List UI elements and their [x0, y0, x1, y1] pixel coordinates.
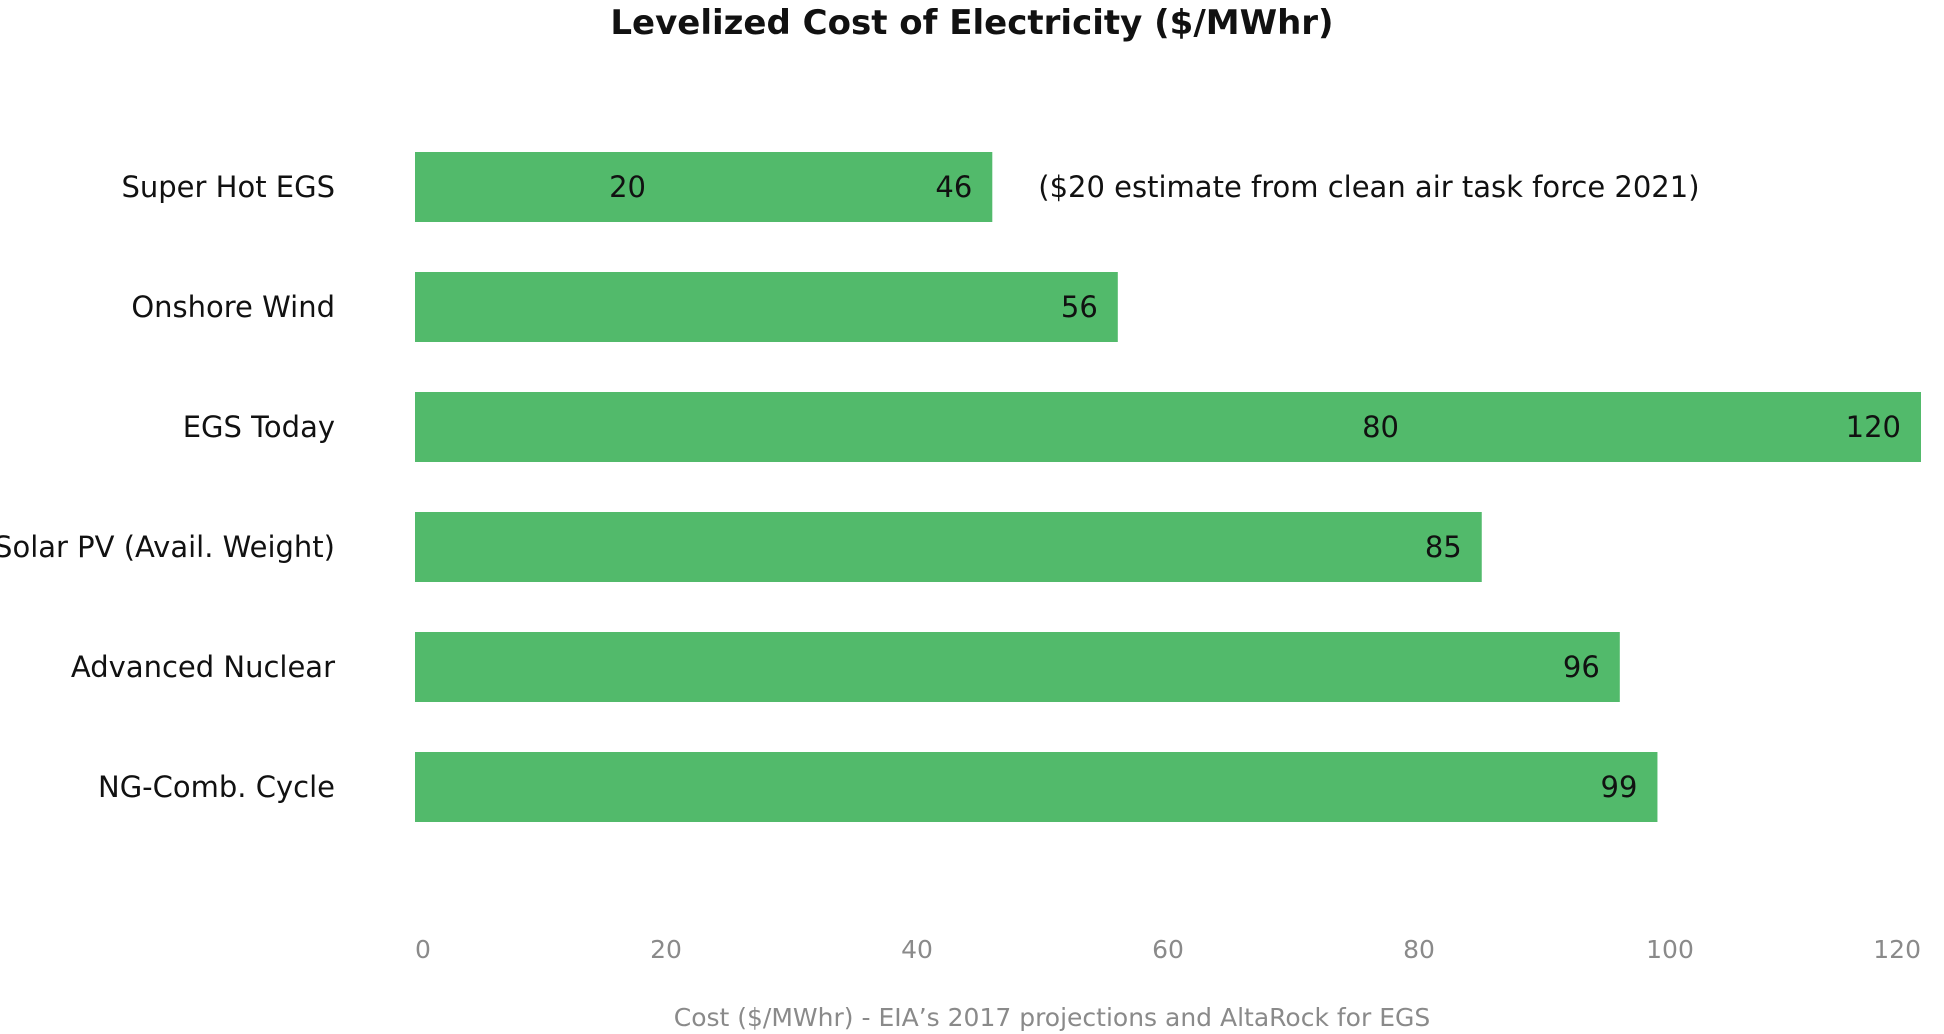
category-label-advanced-nuclear: Advanced Nuclear	[71, 650, 335, 684]
chart-title: Levelized Cost of Electricity ($/MWhr)	[610, 3, 1333, 43]
annotation-super-hot-egs: ($20 estimate from clean air task force …	[1038, 170, 1699, 204]
bar-label-value-onshore-wind: 56	[1061, 290, 1098, 324]
x-tick-20: 20	[650, 935, 682, 964]
x-axis-ticks: 0 20 40 60 80 100 120	[415, 935, 1921, 964]
x-axis-title: Cost ($/MWhr) - EIA’s 2017 projections a…	[674, 1003, 1431, 1032]
bar-label-value-advanced-nuclear: 96	[1563, 650, 1600, 684]
bar-onshore-wind	[415, 272, 1118, 342]
category-label-onshore-wind: Onshore Wind	[131, 290, 335, 324]
x-tick-100: 100	[1646, 935, 1694, 964]
bar-label-value-solar-pv-avail-weight: 85	[1425, 530, 1462, 564]
bar-label-value-super-hot-egs: 46	[935, 170, 972, 204]
bar-label-low-super-hot-egs: 20	[609, 170, 646, 204]
category-labels: Super Hot EGS Onshore Wind EGS Today Solar …	[0, 170, 335, 804]
bar-ng-comb-cycle	[415, 752, 1658, 822]
category-label-egs-today: EGS Today	[183, 410, 335, 444]
x-tick-60: 60	[1152, 935, 1184, 964]
bar-label-low-egs-today: 80	[1362, 410, 1399, 444]
x-tick-120: 120	[1873, 935, 1921, 964]
bar-egs-today	[415, 392, 1921, 462]
bar-solar-pv-avail-weight	[415, 512, 1482, 582]
category-label-super-hot-egs: Super Hot EGS	[121, 170, 335, 204]
category-label-solar-pv-avail-weight: Solar PV (Avail. Weight)	[0, 530, 335, 564]
bars-layer: 20 46 ($20 estimate from clean air task fo…	[415, 152, 1921, 822]
bar-advanced-nuclear	[415, 632, 1620, 702]
category-label-ng-comb-cycle: NG-Comb. Cycle	[98, 770, 335, 804]
bar-label-value-egs-today: 120	[1846, 410, 1901, 444]
x-tick-80: 80	[1403, 935, 1435, 964]
x-tick-0: 0	[415, 935, 431, 964]
bar-super-hot-egs	[415, 152, 993, 222]
bar-label-value-ng-comb-cycle: 99	[1601, 770, 1638, 804]
x-tick-40: 40	[901, 935, 933, 964]
